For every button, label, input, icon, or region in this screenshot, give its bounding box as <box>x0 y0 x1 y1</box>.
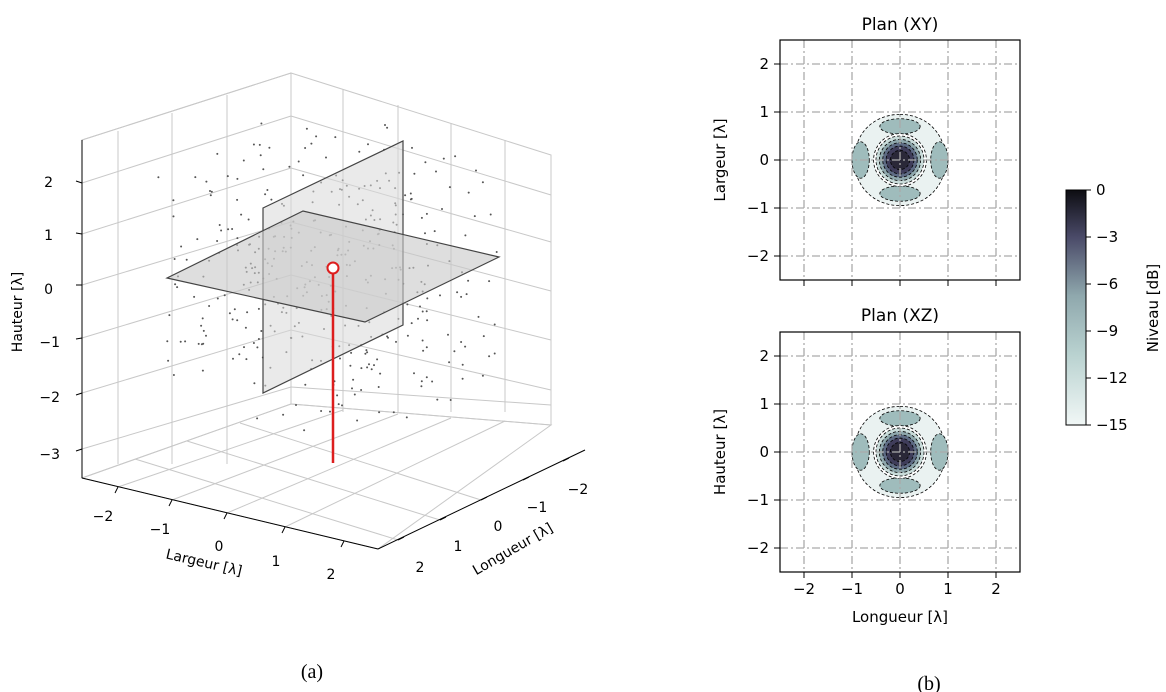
panel-a-3d-plot: 2 1 0 −1 −2 −3 Hauteur [λ] −2 −1 0 1 2 L… <box>10 72 589 583</box>
x-axis-label: Largeur [λ] <box>164 547 243 580</box>
panel-xy-heatmap: Plan (XY) Largeur [λ] <box>711 15 1021 281</box>
y-tick-label: 2 <box>416 560 425 576</box>
y-tick-label: 1 <box>759 103 769 121</box>
y-axis-label: Longueur [λ] <box>470 520 556 579</box>
x-tick-label: 1 <box>943 580 953 598</box>
colorbar-tick-label: −9 <box>1096 322 1118 340</box>
x-tick-label: 2 <box>991 580 1001 598</box>
y-ticks <box>397 457 570 541</box>
x-ticks <box>114 486 345 548</box>
panel-xz-heatmap: Plan (XZ) Hauteur [λ] Longueur [λ] <box>711 306 1021 626</box>
y-tick-label: 0 <box>494 519 503 535</box>
y-tick-label: 0 <box>759 443 769 461</box>
x-tick-label: −1 <box>150 522 171 538</box>
y-tick-label: −1 <box>747 491 769 509</box>
z-tick-label: 2 <box>44 175 53 191</box>
x-tick-label: −1 <box>841 580 863 598</box>
z-tick-label: 1 <box>44 228 53 244</box>
colorbar-ticks: 0 −3 −6 −9 −12 −15 <box>1086 181 1128 434</box>
y-axis-label: Largeur [λ] <box>711 118 729 201</box>
y-tick-label: 1 <box>454 539 463 555</box>
x-axis-line <box>81 477 379 550</box>
x-tick-label: 2 <box>327 567 336 583</box>
colorbar-tick-label: −12 <box>1096 369 1128 387</box>
x-axis-label: Longueur [λ] <box>852 608 948 626</box>
y-tick-label: −2 <box>747 539 769 557</box>
y-tick-label: −2 <box>568 482 589 498</box>
colorbar-tick-label: −6 <box>1096 275 1118 293</box>
z-axis-label: Hauteur [λ] <box>10 272 26 352</box>
y-tick-label: 2 <box>759 55 769 73</box>
z-tick-label: −1 <box>39 335 60 351</box>
plot-title: Plan (XY) <box>862 15 939 35</box>
caption-a: (a) <box>301 661 323 683</box>
plot-title: Plan (XZ) <box>861 306 939 326</box>
colorbar-gradient <box>1065 189 1087 426</box>
y-tick-label: −1 <box>747 199 769 217</box>
y-axis-label: Hauteur [λ] <box>711 409 729 495</box>
x-tick-label: 1 <box>272 554 281 570</box>
grid-xy <box>780 40 1020 280</box>
colorbar-tick-label: 0 <box>1096 181 1106 199</box>
y-tick-label: 1 <box>759 395 769 413</box>
colorbar-tick-label: −3 <box>1096 228 1118 246</box>
grid-xz <box>780 332 1020 572</box>
z-tick-label: 0 <box>44 282 53 298</box>
stem-marker <box>326 261 340 275</box>
z-tick-label: −3 <box>39 447 60 463</box>
y-tick-label: −2 <box>747 247 769 265</box>
y-tick-label: 0 <box>759 151 769 169</box>
x-tick-label: 0 <box>215 539 224 555</box>
contour-group <box>780 40 1020 280</box>
heatmap-ticks: −2 −1 0 1 2 −2 −2 −1 −1 0 0 1 1 2 2 <box>747 55 1001 598</box>
colorbar-label: Niveau [dB] <box>1144 264 1162 352</box>
caption-b: (b) <box>917 673 940 692</box>
x-tick-label: −2 <box>793 580 815 598</box>
z-ticks <box>75 180 83 452</box>
colorbar-tick-label: −15 <box>1096 416 1128 434</box>
x-tick-label: 0 <box>895 580 905 598</box>
colorbar: 0 −3 −6 −9 −12 −15 Niveau [dB] <box>1065 181 1162 434</box>
contour-group <box>780 332 1020 572</box>
x-tick-label: −2 <box>93 509 114 525</box>
y-tick-label: −1 <box>527 500 548 516</box>
z-tick-label: −2 <box>39 390 60 406</box>
y-tick-label: 2 <box>759 347 769 365</box>
